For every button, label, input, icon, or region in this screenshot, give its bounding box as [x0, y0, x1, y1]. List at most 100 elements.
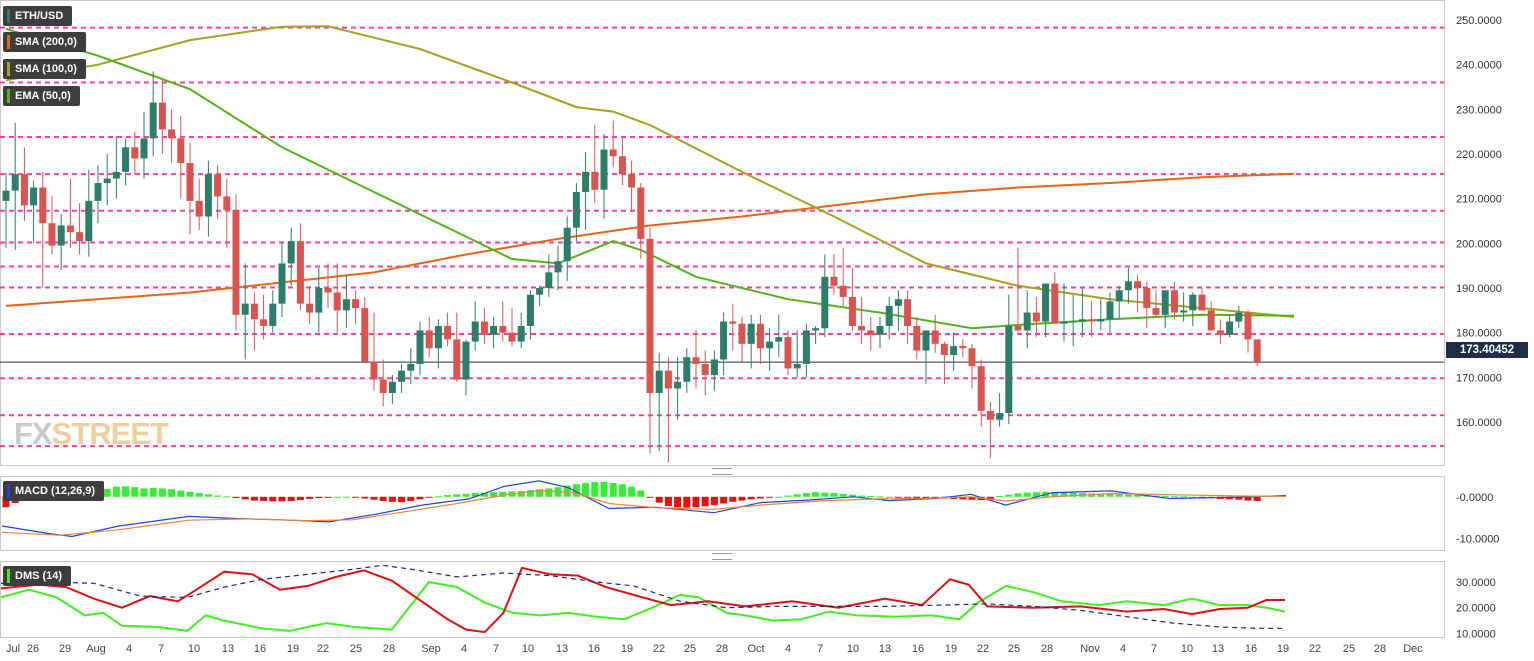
candle-body [1088, 319, 1096, 322]
candle [177, 116, 185, 199]
candle-body [784, 337, 792, 369]
candle [131, 131, 139, 175]
candle [388, 375, 396, 405]
x-tick-label: Aug [86, 643, 106, 655]
candle [720, 312, 728, 376]
price-tick-label: 230.0000 [1456, 104, 1502, 116]
last-price-label: 173.40452 [1446, 342, 1528, 358]
candle [260, 294, 268, 340]
candle-body [1143, 288, 1151, 309]
candle-body [701, 363, 709, 376]
macd-histogram-bar [738, 496, 746, 501]
candle [517, 312, 525, 349]
x-tick-label: 7 [817, 643, 823, 655]
candle-body [729, 321, 737, 324]
x-tick-label: 25 [684, 643, 696, 655]
candle-body [1005, 325, 1013, 414]
candle [315, 267, 323, 333]
x-tick-label: 10 [522, 643, 534, 655]
candle [1014, 247, 1022, 333]
pane-resize-handle-1[interactable] [712, 468, 732, 475]
macd-histogram-bar [1060, 492, 1068, 497]
x-tick-label: Sep [421, 643, 441, 655]
macd-histogram-bar [306, 496, 314, 499]
x-tick-label: 22 [977, 643, 989, 655]
candle [103, 154, 111, 206]
candle [333, 263, 341, 333]
candle-body [471, 321, 479, 342]
candle-body [158, 102, 166, 130]
x-tick-label: Nov [1080, 643, 1100, 655]
candle-body [848, 296, 856, 326]
macd-histogram-bar [471, 493, 479, 497]
candle [462, 339, 470, 396]
candle [950, 332, 958, 371]
candle [379, 359, 387, 407]
pane-resize-handle-2[interactable] [712, 553, 732, 560]
candle-body [204, 174, 212, 217]
candle-body [186, 162, 194, 201]
x-tick-label: 19 [1277, 643, 1289, 655]
candle [1097, 299, 1105, 331]
candle [683, 348, 691, 393]
ema50-tag: EMA (50,0) [3, 86, 80, 106]
candle [57, 214, 65, 271]
candle [195, 178, 203, 230]
macd-histogram-bar [729, 496, 737, 502]
candle-body [296, 241, 304, 304]
sma100-tag: SMA (100,0) [3, 59, 86, 79]
candle-body [867, 330, 875, 335]
candle [20, 147, 28, 221]
x-tick-label: 25 [350, 643, 362, 655]
macd-histogram-bar [618, 484, 626, 497]
fxstreet-watermark: FXSTREET [14, 416, 169, 451]
candle [158, 80, 166, 154]
dms-tick-label: 10.0000 [1456, 628, 1496, 640]
sma200-tag: SMA (200,0) [3, 32, 86, 52]
candle [692, 330, 700, 389]
price-tick-label: 170.0000 [1456, 372, 1502, 384]
macd-histogram-bar [388, 496, 396, 502]
candle [1032, 296, 1040, 338]
candle [186, 142, 194, 235]
macd-histogram-bar [177, 490, 185, 497]
macd-histogram-bar [480, 492, 488, 497]
candle [582, 151, 590, 230]
x-tick-label: 4 [461, 643, 467, 655]
candle-body [1198, 294, 1206, 311]
candle-body [1060, 321, 1068, 324]
macd-histogram-bar [1235, 496, 1243, 500]
macd-histogram-bar [315, 496, 323, 499]
candle-body [149, 102, 157, 139]
macd-histogram-bar [802, 493, 810, 497]
candle-body [839, 285, 847, 297]
candle-body [618, 156, 626, 175]
candle [738, 317, 746, 362]
candle-body [637, 187, 645, 239]
macd-histogram-bar [462, 493, 470, 497]
signal-line [1, 489, 1287, 536]
candle-body [536, 288, 544, 295]
candle-body [434, 325, 442, 349]
macd-histogram-bar [1106, 493, 1114, 497]
candle-body [214, 174, 222, 197]
candle-body [223, 196, 231, 210]
candle-body [361, 308, 369, 362]
dms-tag-label: DMS (14) [15, 570, 63, 582]
macd-histogram-bar [352, 496, 360, 498]
macd-histogram-bar [398, 496, 406, 503]
candle-body [1134, 281, 1142, 288]
candle [1134, 274, 1142, 313]
macd-histogram-bar [526, 490, 534, 497]
macd-histogram-bar [1134, 494, 1142, 497]
candle-body [1023, 312, 1031, 331]
candle [1124, 267, 1132, 304]
macd-histogram-bar [922, 496, 930, 499]
candle [434, 319, 442, 369]
macd-histogram-bar [223, 496, 231, 498]
candle-body [1161, 290, 1169, 315]
candle-body [545, 272, 553, 288]
candle [425, 317, 433, 358]
candle-body [195, 200, 203, 217]
